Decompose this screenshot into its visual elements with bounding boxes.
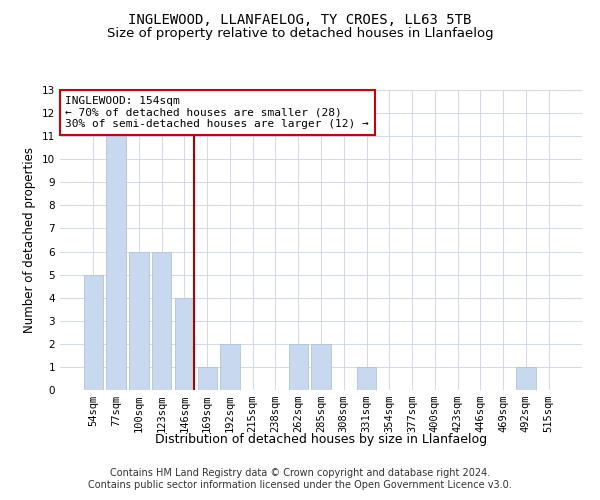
Bar xyxy=(197,367,217,390)
Bar xyxy=(289,344,308,390)
Bar xyxy=(152,252,172,390)
Text: INGLEWOOD, LLANFAELOG, TY CROES, LL63 5TB: INGLEWOOD, LLANFAELOG, TY CROES, LL63 5T… xyxy=(128,12,472,26)
Text: Contains HM Land Registry data © Crown copyright and database right 2024.: Contains HM Land Registry data © Crown c… xyxy=(110,468,490,477)
Text: Distribution of detached houses by size in Llanfaelog: Distribution of detached houses by size … xyxy=(155,432,487,446)
Bar xyxy=(106,136,126,390)
Text: Contains public sector information licensed under the Open Government Licence v3: Contains public sector information licen… xyxy=(88,480,512,490)
Bar xyxy=(357,367,376,390)
Bar xyxy=(84,274,103,390)
Y-axis label: Number of detached properties: Number of detached properties xyxy=(23,147,37,333)
Bar xyxy=(175,298,194,390)
Text: Size of property relative to detached houses in Llanfaelog: Size of property relative to detached ho… xyxy=(107,28,493,40)
Bar xyxy=(129,252,149,390)
Bar xyxy=(311,344,331,390)
Bar xyxy=(516,367,536,390)
Text: INGLEWOOD: 154sqm
← 70% of detached houses are smaller (28)
30% of semi-detached: INGLEWOOD: 154sqm ← 70% of detached hous… xyxy=(65,96,369,129)
Bar xyxy=(220,344,239,390)
